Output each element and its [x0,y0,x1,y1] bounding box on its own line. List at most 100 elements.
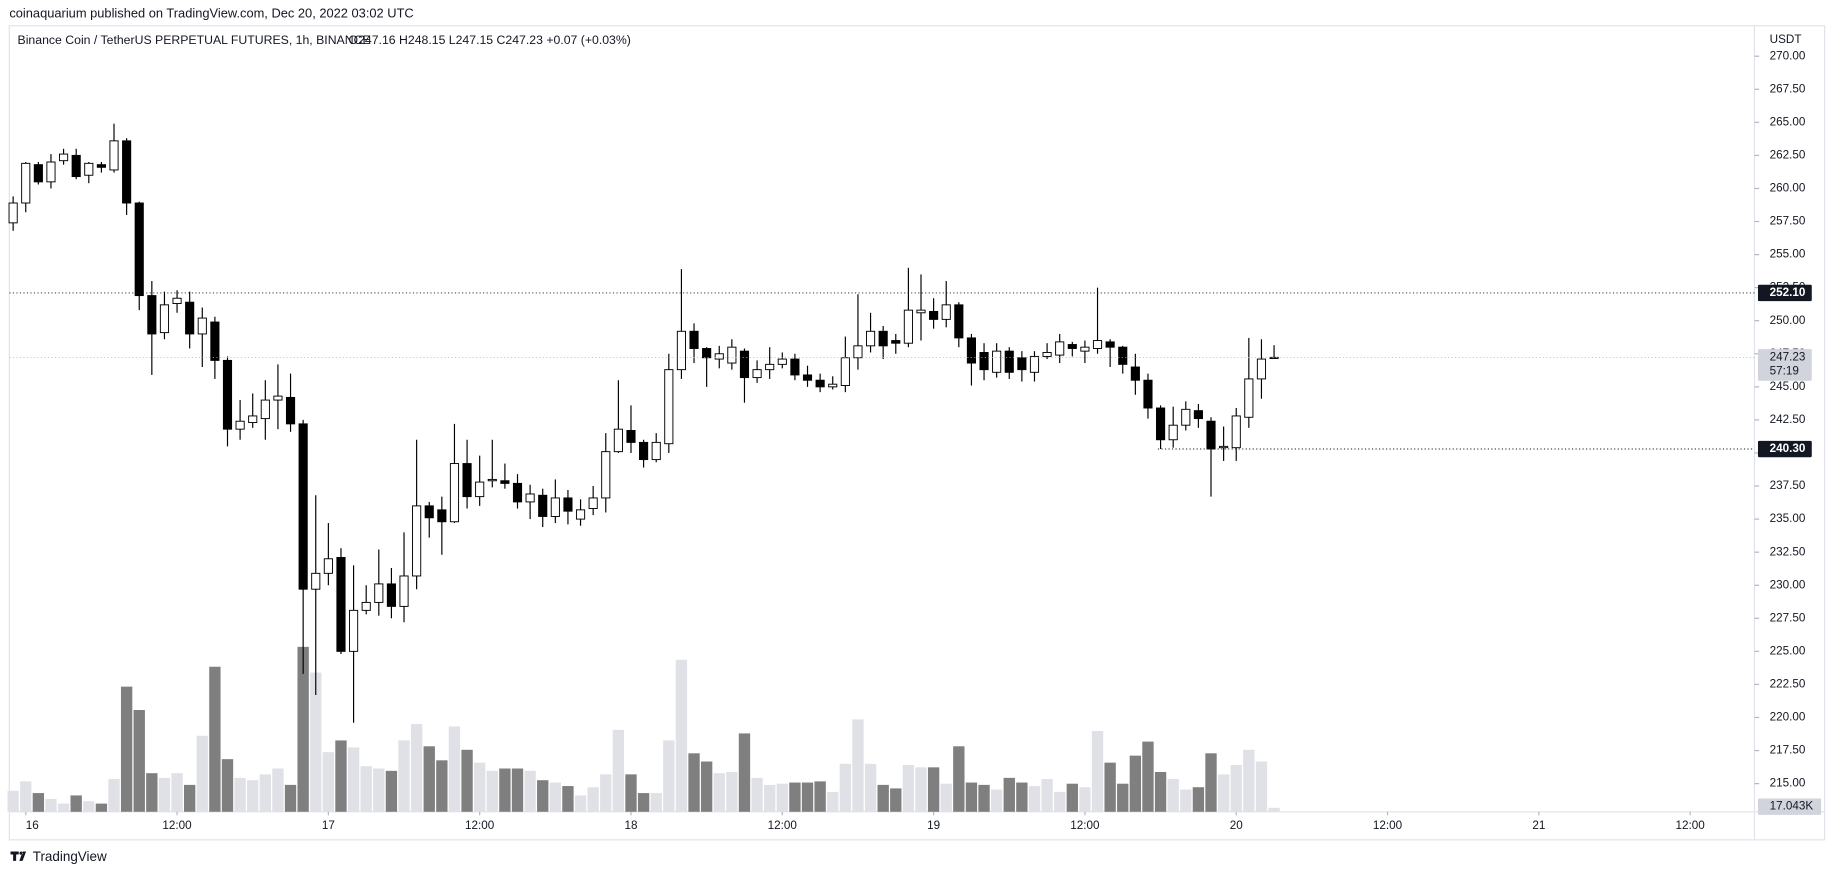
candle-body [59,153,69,162]
candle-body [84,162,94,176]
candle-body [512,482,523,503]
candle-body [361,601,371,611]
candle-body [815,379,825,388]
volume-bar [877,784,889,812]
candle-body [891,340,901,344]
volume-bar [183,784,196,812]
volume-bar [612,729,625,812]
volume-bar [20,781,32,812]
volume-bar [1028,786,1041,812]
candle-body [626,430,636,443]
candle-body [500,480,510,484]
volume-bar [196,735,208,812]
volume-bar [902,765,915,812]
candle-body [676,330,686,371]
volume-bar [83,801,95,812]
x-tick-label: 20 [1230,819,1244,832]
volume-bar [385,770,398,812]
candle-body [374,583,384,603]
candle-body [8,202,18,224]
volume-bar [158,777,171,812]
y-tick-label: 227.50 [1770,611,1806,624]
countdown-label: 57:19 [1770,364,1799,377]
volume-bar [864,763,877,812]
volume-bar [587,787,599,812]
volume-bar [133,710,145,812]
volume-bar [310,672,322,812]
candle-body [33,164,43,183]
currency-label: USDT [1770,33,1802,46]
candle-body [752,369,762,379]
x-tick-label: 12:00 [465,819,495,832]
candle-body [941,304,951,320]
volume-label: 17.043K [1770,800,1814,813]
volume-bar [751,777,763,812]
candle-body [273,395,283,401]
candle-body [462,463,472,498]
candle-body [222,359,233,430]
candle-body [979,351,989,371]
volume-bar [347,747,360,812]
volume-bar [1079,787,1091,812]
volume-bar [713,773,725,812]
candle-body [285,396,296,425]
candle-body [172,297,182,304]
candle-body [702,348,712,359]
volume-bar [1054,791,1066,812]
candle-body [399,575,409,607]
volume-bar [1268,807,1280,812]
volume-bar [322,752,335,812]
brand: TradingView [10,849,107,864]
price-line-label: 240.30 [1770,442,1806,455]
volume-bar [990,789,1003,812]
candle-body [714,353,724,360]
candle-body [1219,445,1229,449]
volume-bar [448,726,461,812]
candle-body [449,463,460,523]
volume-bar [499,768,511,812]
candle-body [878,330,888,347]
candle-body [323,558,333,574]
volume-bar [247,780,259,812]
price-line-tag [1757,440,1812,458]
candle-body [109,140,119,171]
candle-body [46,161,56,183]
volume-bar [625,774,637,812]
candle-body [954,304,964,339]
volume-bar [120,686,133,812]
candle-body [349,609,359,652]
volume-bar [663,740,675,812]
x-tick-label: 19 [927,819,940,832]
candle-body [412,505,422,577]
volume-bar [965,782,978,812]
candle-body [475,481,485,498]
candle-body [992,350,1002,373]
candle-body [664,369,674,445]
candle-body [1042,351,1052,357]
candle-body [298,423,308,590]
volume-bar [978,784,990,812]
volume-bars [7,646,1280,812]
candle-body [739,350,750,379]
volume-bar [146,773,158,812]
candle-body [1168,424,1178,441]
x-tick-label: 12:00 [162,819,192,832]
candle-body [689,330,699,349]
last-price-tag [1757,349,1812,381]
y-tick-label: 232.50 [1770,545,1806,558]
candle-body [828,383,838,388]
candle-body [1143,379,1153,409]
volume-bar [1016,782,1028,812]
volume-bar [839,763,852,812]
candle-body [386,583,396,607]
volume-bar [284,784,297,812]
volume-bar [637,793,650,812]
y-tick-label: 245.00 [1770,380,1806,393]
candle-body [210,321,220,361]
volume-bar [1066,783,1078,812]
candle-body [147,295,157,335]
volume-bar [32,793,45,812]
candle-body [1193,410,1203,420]
last-price-label: 247.23 [1770,350,1806,363]
